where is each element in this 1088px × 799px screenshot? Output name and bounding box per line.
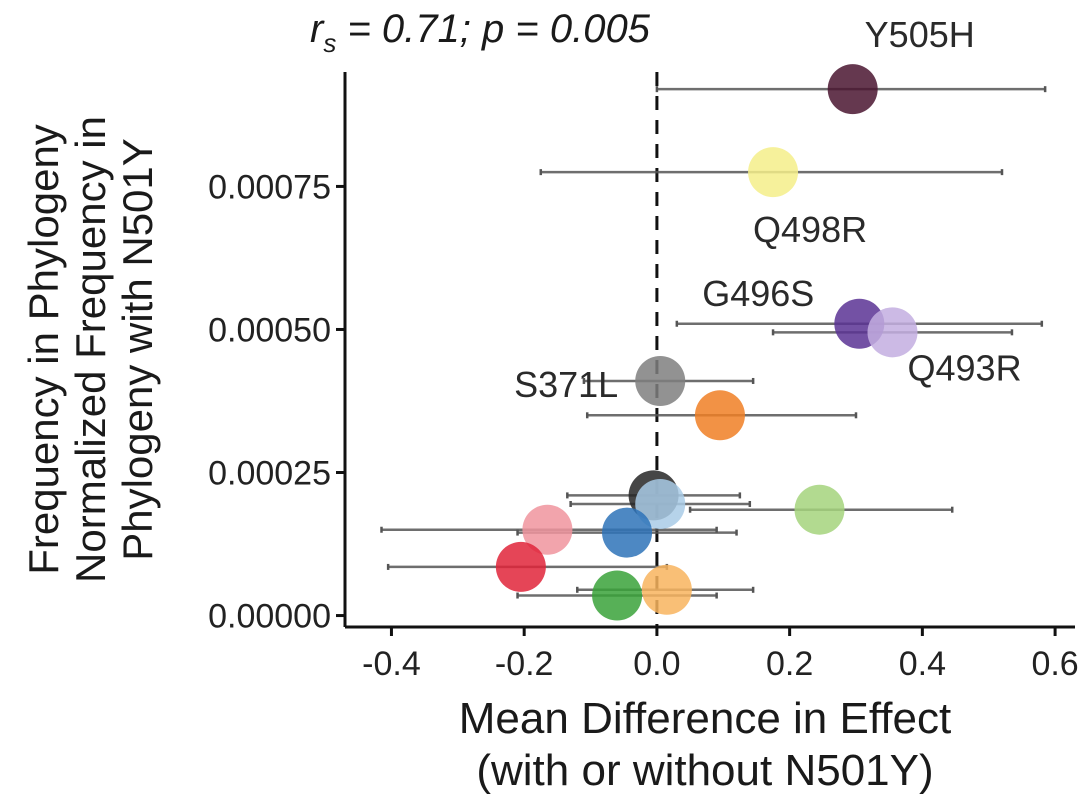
axes: 0.00000 0.00025 0.00050 0.00075 -0.4 -0.2 0.0 0… [208, 72, 1079, 683]
data-point [827, 64, 878, 115]
y-tick-label: 0.00075 [208, 168, 331, 206]
y-axis-title-line: Phylogeny with N501Y [114, 138, 161, 561]
data-point [694, 390, 745, 441]
stat-r-symbol: r [310, 7, 325, 51]
point-label: Y505H [865, 14, 975, 55]
data-point [522, 504, 573, 555]
data-point [641, 564, 692, 615]
x-tick-label: -0.4 [362, 645, 421, 683]
x-tick-label: -0.2 [495, 645, 554, 683]
point-label: G496S [702, 273, 814, 314]
y-tick-label: 0.00050 [208, 311, 331, 349]
data-point [748, 147, 799, 198]
y-axis-title-line: Frequency in Phylogeny [20, 124, 67, 575]
x-tick-label: 0.2 [766, 645, 813, 683]
x-axis-title: Mean Difference in Effect(with or withou… [459, 694, 951, 795]
data-point [635, 478, 686, 529]
stat-p-value: p = 0.005 [481, 7, 651, 51]
y-axis-title-line: Normalized Frequency in [67, 116, 114, 583]
x-axis-title-line: (with or without N501Y) [476, 746, 933, 795]
y-axis-title: Frequency in Phylogeny Normalized Frequen… [20, 116, 161, 583]
data-point [495, 541, 546, 592]
x-tick-label: 0.0 [633, 645, 680, 683]
y-tick-label: 0.00000 [208, 598, 331, 636]
point-label: S371L [514, 364, 618, 405]
y-tick-label: 0.00025 [208, 455, 331, 493]
x-tick-label: 0.6 [1031, 645, 1078, 683]
stat-r-value: = 0.71; [336, 7, 482, 51]
x-tick-label: 0.4 [899, 645, 946, 683]
point-label: Q493R [908, 347, 1022, 388]
stat-annotation: rs = 0.71; p = 0.005 [310, 7, 651, 58]
plot-area: Y505H Q498R G496S Q493R S371L [380, 14, 1047, 627]
data-point [592, 570, 643, 621]
x-axis-title-line: Mean Difference in Effect [459, 694, 951, 743]
stat-r-subscript: s [323, 28, 336, 58]
data-point [867, 307, 918, 358]
data-point [602, 507, 653, 558]
data-point [794, 484, 845, 535]
data-point [635, 355, 686, 406]
point-label: Q498R [753, 209, 867, 250]
